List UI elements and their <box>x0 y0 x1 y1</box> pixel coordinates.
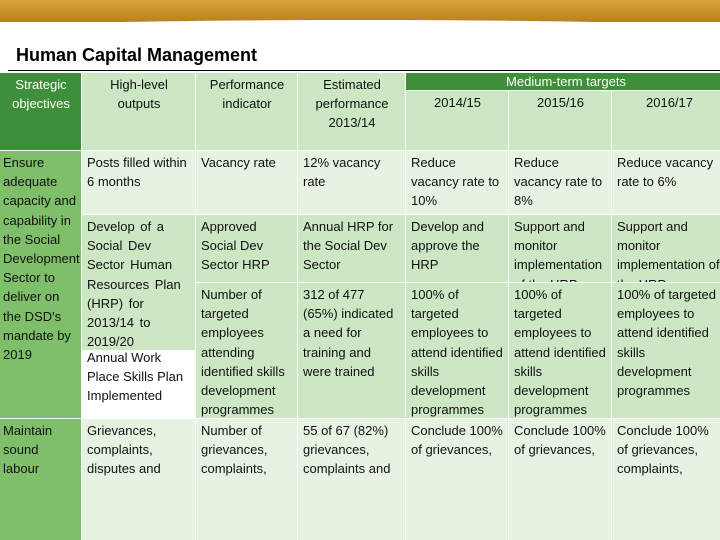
row2-estimated: Annual HRP for the Social Dev Sector <box>298 215 405 282</box>
row1-estimated: 12% vacancy rate <box>298 151 405 214</box>
header-year-2014-15: 2014/15 <box>406 91 508 150</box>
header-strategic-objectives: Strategic objectives <box>0 73 81 150</box>
title-divider <box>8 70 720 71</box>
objective-labour: Maintain sound labour <box>0 419 81 540</box>
header-estimated-performance: Estimated performance 2013/14 <box>298 73 405 150</box>
header-medium-term-targets: Medium-term targets <box>406 73 720 90</box>
row2-indicator: Approved Social Dev Sector HRP <box>196 215 297 282</box>
objective-capacity: Ensure adequate capacity and capability … <box>0 151 81 418</box>
header-year-2016-17: 2016/17 <box>612 91 720 150</box>
targets-table: Strategic objectives High-level outputs … <box>0 73 720 540</box>
row2-output: Develop of a Social Dev Sector Human Res… <box>82 215 195 350</box>
row1-indicator: Vacancy rate <box>196 151 297 214</box>
row3-target-2014-15: 100% of targeted employees to attend ide… <box>406 283 508 418</box>
row3-target-2016-17: 100% of targeted employees to attend ide… <box>612 283 720 418</box>
row2-target-2016-17: Support and monitor implementation of th… <box>612 215 720 282</box>
row1-target-2016-17: Reduce vacancy rate to 6% <box>612 151 720 214</box>
header-high-level-outputs: High-level outputs <box>82 73 195 150</box>
row2-target-2014-15: Develop and approve the HRP <box>406 215 508 282</box>
row3-indicator: Number of targeted employees attending i… <box>196 283 297 418</box>
row1-target-2014-15: Reduce vacancy rate to 10% <box>406 151 508 214</box>
row4-estimated: 55 of 67 (82%) grievances, complaints an… <box>298 419 405 540</box>
row3-output: Annual Work Place Skills Plan Implemente… <box>87 350 184 404</box>
row4-target-2014-15: Conclude 100% of grievances, <box>406 419 508 540</box>
row4-indicator: Number of grievances, complaints, <box>196 419 297 540</box>
row3-estimated: 312 of 477 (65%) indicated a need for tr… <box>298 283 405 418</box>
row2-target-2015-16: Support and monitor implementation of th… <box>509 215 611 282</box>
row4-target-2015-16: Conclude 100% of grievances, <box>509 419 611 540</box>
page-title: Human Capital Management <box>16 45 258 65</box>
row4-target-2016-17: Conclude 100% of grievances, complaints, <box>612 419 720 540</box>
row1-output: Posts filled within 6 months <box>82 151 195 214</box>
row1-target-2015-16: Reduce vacancy rate to 8% <box>509 151 611 214</box>
row3-target-2015-16: 100% of targeted employees to attend ide… <box>509 283 611 418</box>
row4-output: Grievances, complaints, disputes and <box>82 419 195 540</box>
header-performance-indicator: Performance indicator <box>196 73 297 150</box>
decorative-top-band <box>0 0 720 28</box>
header-year-2015-16: 2015/16 <box>509 91 611 150</box>
